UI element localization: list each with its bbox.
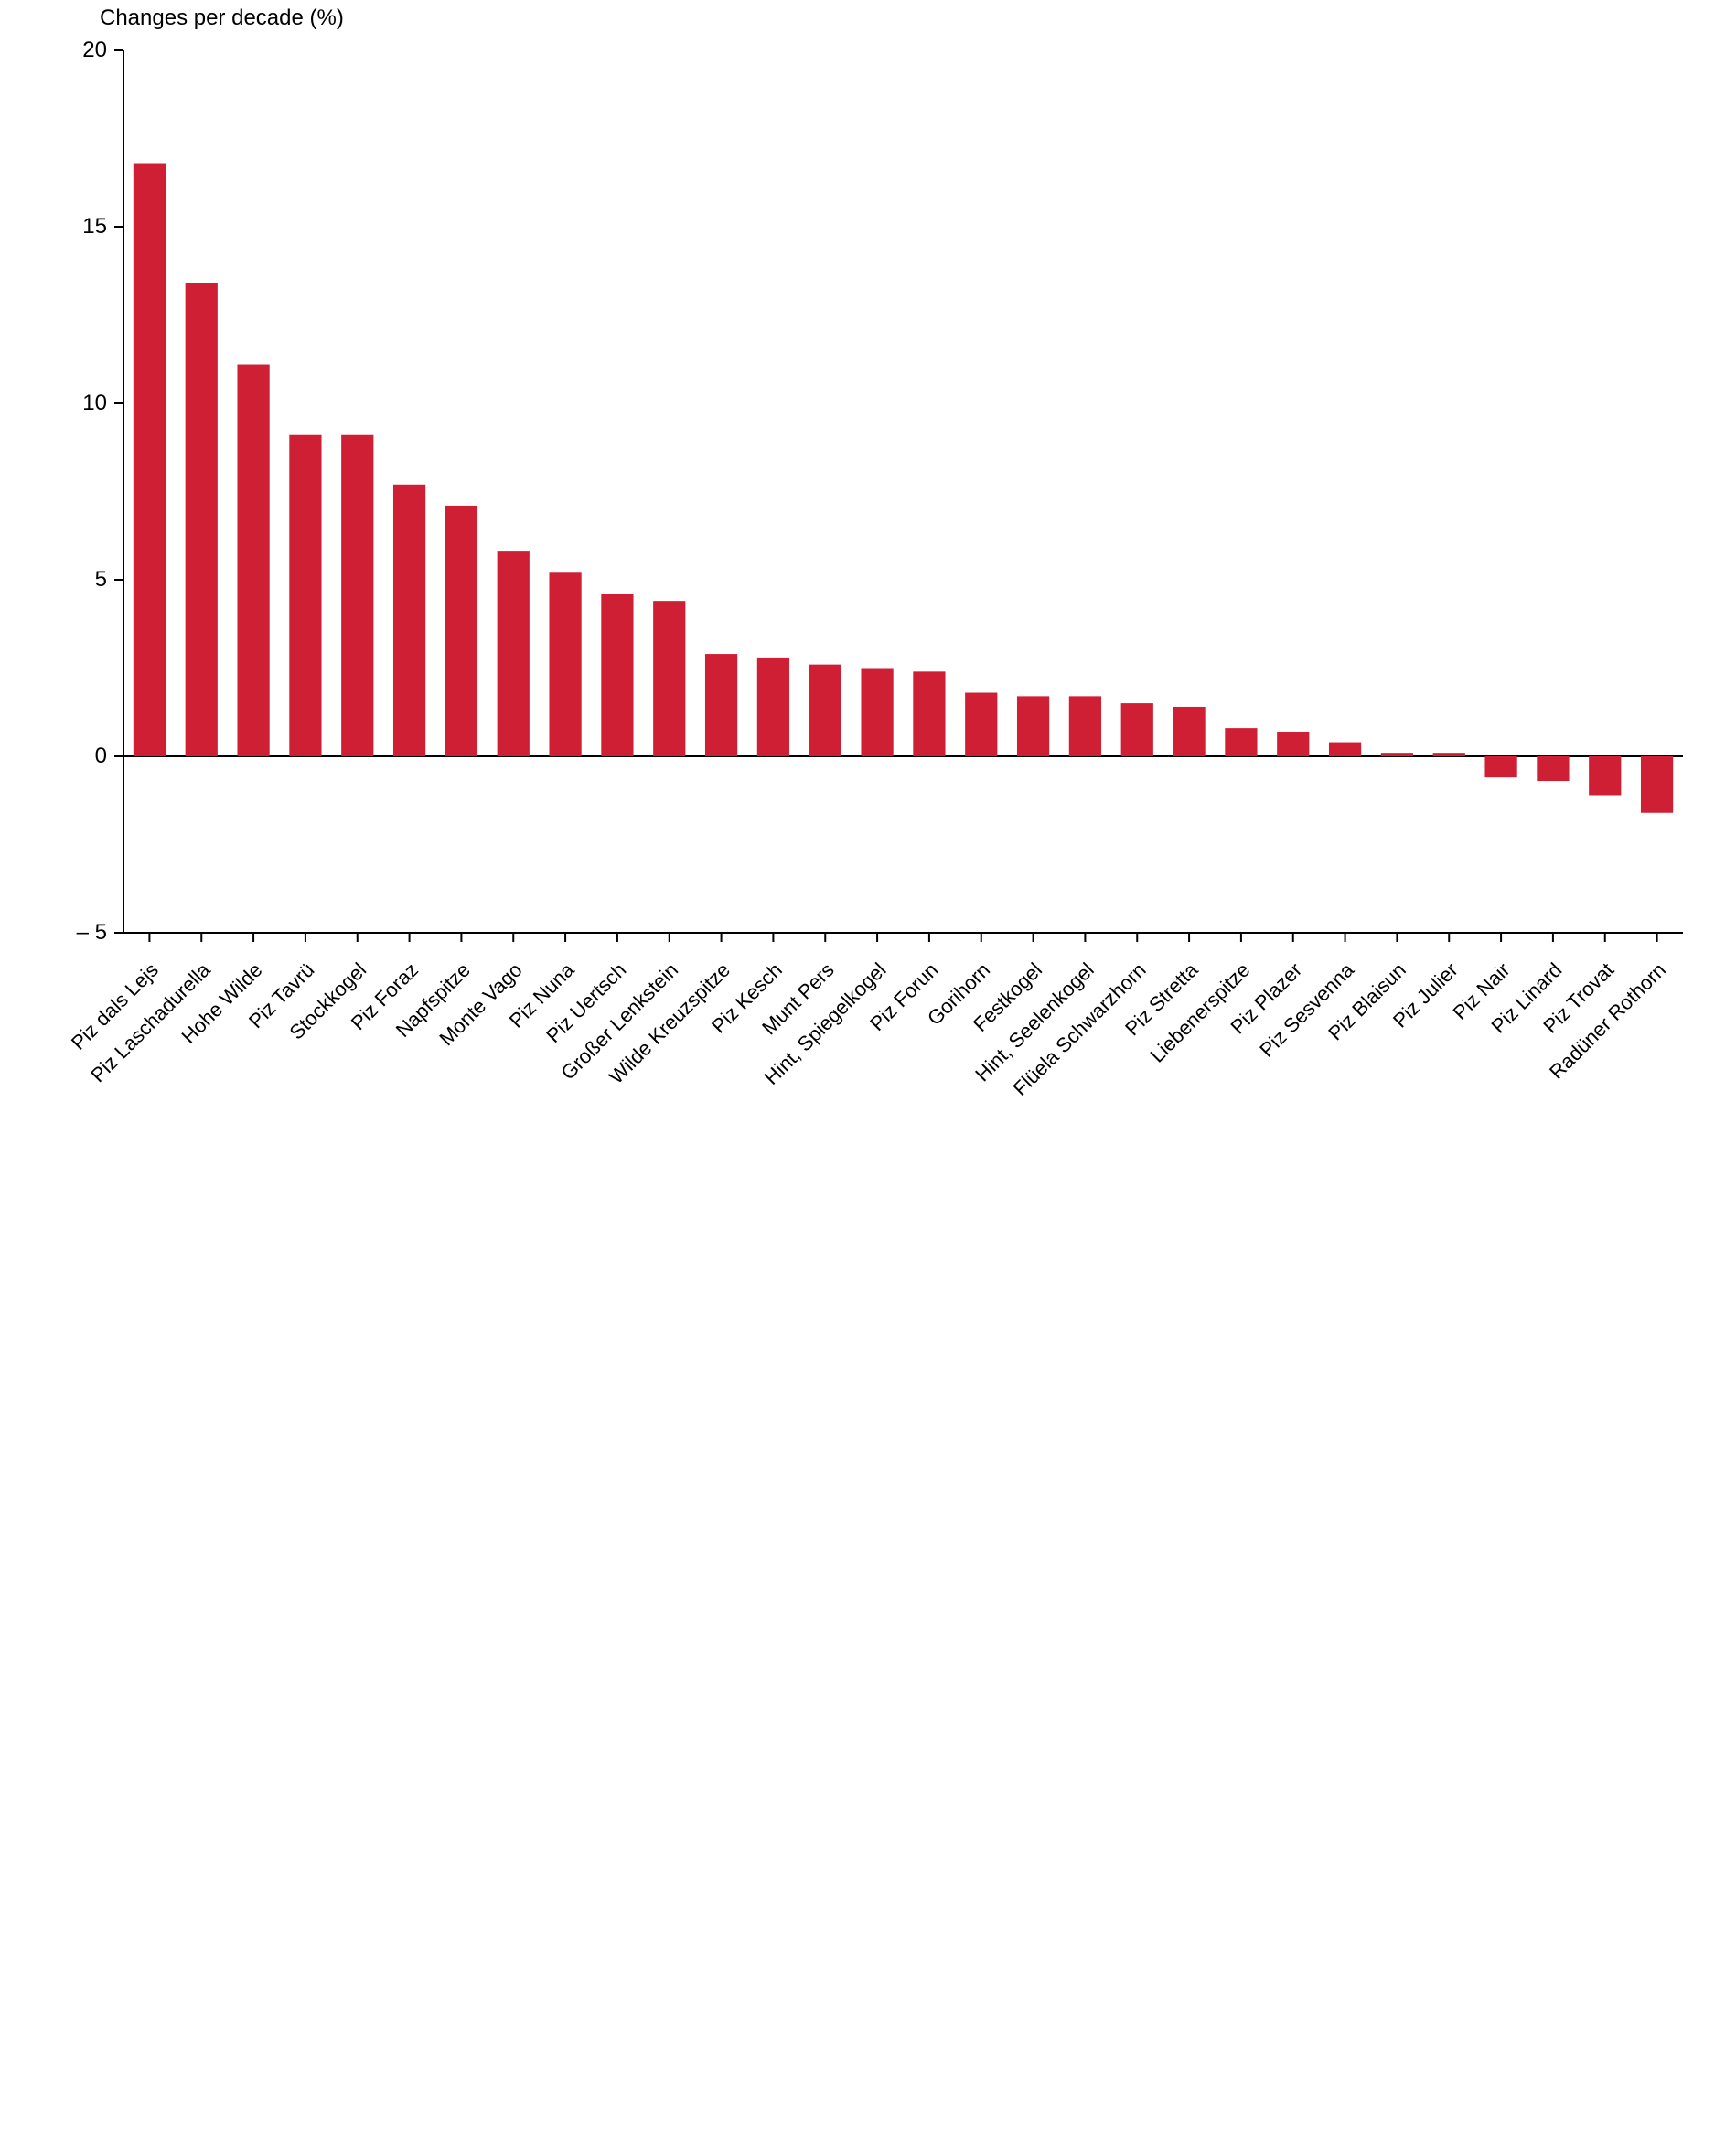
bar-chart: Changes per decade (%) – 505101520Piz da… [0,0,1736,1215]
y-tick-label: 15 [82,214,107,240]
y-axis-title: Changes per decade (%) [100,5,344,31]
y-tick-label: 10 [82,390,107,416]
y-tick-label: 0 [95,743,107,769]
y-tick-label: – 5 [77,920,107,946]
y-tick-label: 20 [82,37,107,63]
y-tick-label: 5 [95,567,107,593]
